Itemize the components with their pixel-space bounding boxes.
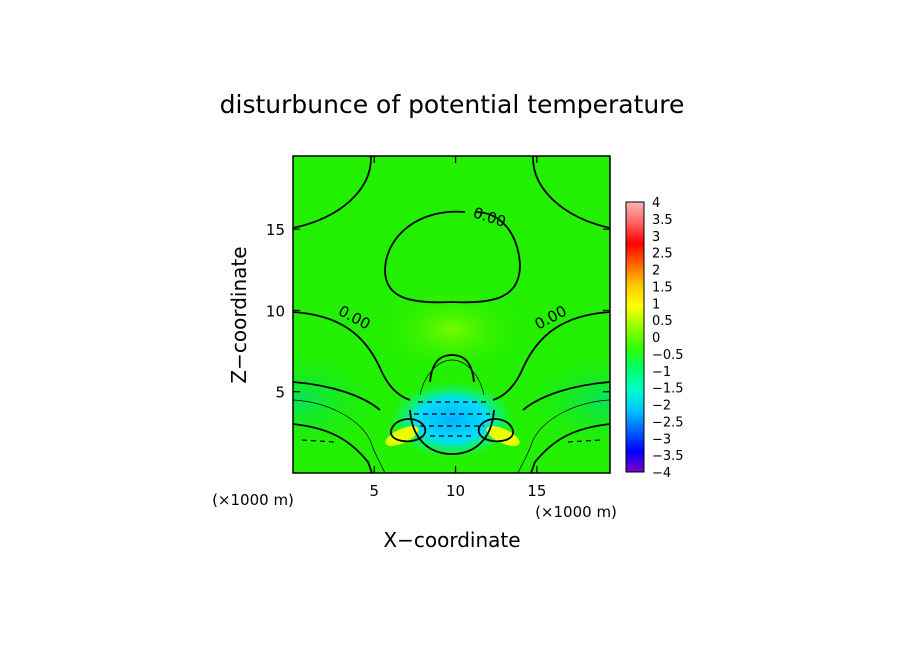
colorbar-ramp — [626, 202, 644, 472]
colorbar-tick-label: 1.5 — [652, 280, 673, 295]
colorbar-frame — [625, 201, 645, 473]
colorbar-tick-label: 0.5 — [652, 314, 673, 329]
dashed-contours — [301, 401, 602, 443]
contour-right-arc — [492, 311, 610, 401]
contour-lines — [293, 156, 610, 473]
colorbar-tick-label: −2.5 — [652, 415, 684, 430]
y-axis-unit: (×1000 m) — [212, 491, 294, 509]
contour-core-ring — [409, 409, 495, 455]
plot-frame — [292, 155, 611, 474]
warm-patch-left — [385, 426, 419, 446]
contour-top-left — [293, 156, 372, 229]
colorbar-tick-label: 1 — [652, 297, 660, 312]
dashed-contour-5 — [301, 439, 336, 443]
x-axis-ticks: 5 10 15 — [370, 156, 546, 500]
thin-contour-right — [517, 399, 610, 473]
x-tick-label: 15 — [527, 482, 546, 500]
colorbar-tick-label: −2 — [652, 399, 671, 414]
colorbar-tick-label: 4 — [652, 196, 660, 211]
y-axis-ticks: 5 10 15 — [266, 221, 610, 402]
colorbar-tick-label: 3.5 — [652, 213, 673, 228]
contour-bottom-left — [293, 423, 373, 473]
contour-bottom-right — [530, 423, 610, 473]
contour-dome — [429, 354, 475, 383]
colorbar-tick-label: 2 — [652, 264, 660, 279]
cold-core — [390, 382, 514, 458]
colorbar-tick-label: −0.5 — [652, 348, 684, 363]
colorbar: 4 3.5 3 2.5 21.5 1 0.5 0 −0.5 −1 −1.5 −2−2.5 −3 −3.5 −… — [625, 196, 684, 481]
heatmap-field: 0.00 0.00 0.00 — [293, 156, 610, 473]
colorbar-tick-label: −3.5 — [652, 449, 684, 464]
thin-contour-left — [293, 399, 386, 473]
thin-contours — [293, 359, 610, 473]
colorbar-tick-label: −4 — [652, 466, 671, 481]
chart-title: disturbunce of potential temperature — [220, 90, 685, 119]
warm-patch-right — [486, 426, 520, 446]
y-axis-label: Z−coordinate — [227, 246, 251, 383]
colorbar-tick-label: −1.5 — [652, 382, 684, 397]
thin-contour-core — [419, 359, 485, 396]
contour-lower-left — [293, 381, 381, 411]
contour-top-right — [532, 156, 610, 229]
dashed-contour-6 — [567, 439, 602, 443]
y-tick-label: 5 — [275, 384, 285, 402]
y-tick-label: 15 — [266, 221, 285, 239]
contour-left-arc — [293, 311, 411, 401]
colorbar-tick-label: 3 — [652, 230, 660, 245]
y-tick-label: 10 — [266, 302, 285, 320]
contour-upper-loop — [384, 210, 521, 304]
colorbar-tick-label: −3 — [652, 432, 671, 447]
x-tick-label: 5 — [370, 482, 380, 500]
warm-glow-center — [377, 285, 527, 375]
contour-lower-right — [522, 381, 610, 411]
colorbar-tick-label: −1 — [652, 365, 671, 380]
contour-loop-left — [390, 418, 427, 443]
x-axis-unit: (×1000 m) — [535, 503, 617, 521]
colorbar-labels: 4 3.5 3 2.5 21.5 1 0.5 0 −0.5 −1 −1.5 −2−2.5 −3 −3.5 −… — [652, 196, 684, 481]
colorbar-tick-label: 0 — [652, 331, 660, 346]
x-tick-label: 10 — [446, 482, 465, 500]
contour-loop-right — [477, 418, 514, 443]
x-axis-label: X−coordinate — [383, 528, 520, 552]
colorbar-tick-label: 2.5 — [652, 247, 673, 262]
